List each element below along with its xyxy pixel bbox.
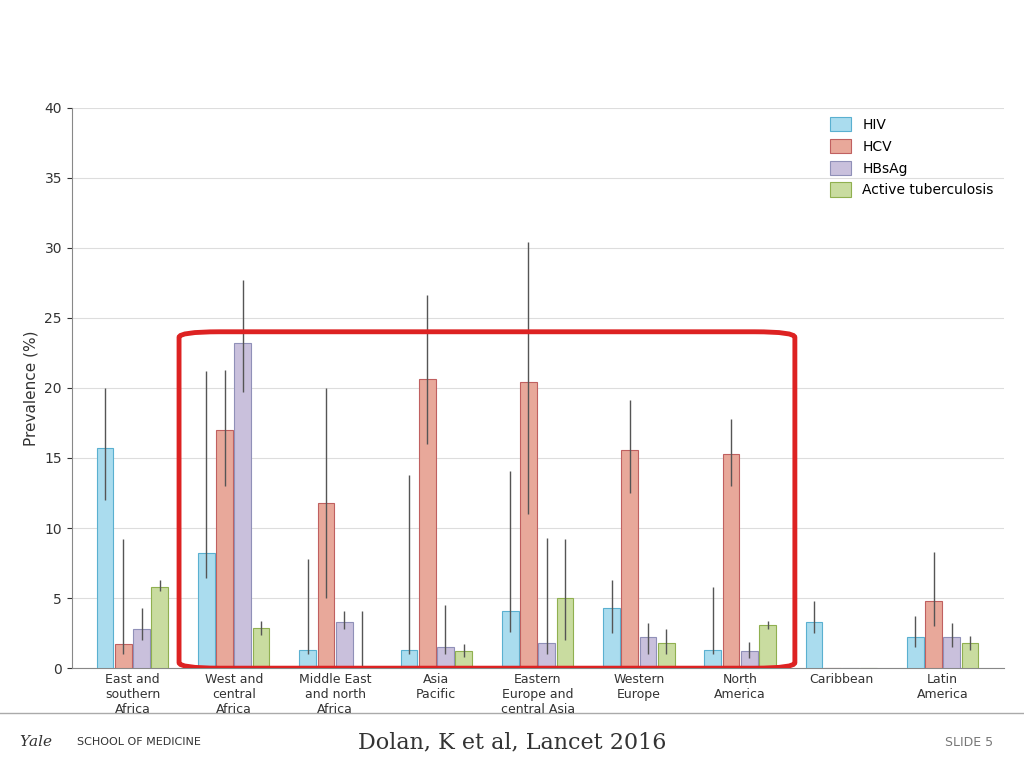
Bar <box>640 637 656 668</box>
Bar <box>622 449 638 668</box>
Bar <box>806 622 822 668</box>
Text: SLIDE 5: SLIDE 5 <box>945 736 993 749</box>
Y-axis label: Prevalence (%): Prevalence (%) <box>24 330 39 445</box>
Bar <box>962 643 979 668</box>
Bar <box>234 343 251 668</box>
Bar <box>557 598 573 668</box>
Bar <box>253 627 269 668</box>
Bar <box>456 651 472 668</box>
Text: SCHOOL OF MEDICINE: SCHOOL OF MEDICINE <box>77 737 201 747</box>
Bar <box>759 624 776 668</box>
Bar <box>152 587 168 668</box>
Bar <box>539 643 555 668</box>
Text: Dolan, K et al, Lancet 2016: Dolan, K et al, Lancet 2016 <box>357 731 667 753</box>
Bar <box>216 430 233 668</box>
Bar <box>336 622 352 668</box>
Bar <box>502 611 518 668</box>
Bar <box>907 637 924 668</box>
Text: Prevalence of Infectious Diseases in Prisons: Prevalence of Infectious Diseases in Pri… <box>14 26 1010 70</box>
Bar <box>520 382 537 668</box>
Bar <box>198 553 215 668</box>
Bar <box>317 503 334 668</box>
Bar <box>419 379 435 668</box>
Bar <box>705 650 721 668</box>
Bar <box>741 651 758 668</box>
Bar <box>299 650 316 668</box>
Bar <box>603 608 620 668</box>
Bar <box>400 650 418 668</box>
Bar <box>723 454 739 668</box>
Bar <box>657 643 675 668</box>
Bar <box>133 629 150 668</box>
Bar <box>943 637 961 668</box>
Bar <box>115 644 132 668</box>
Bar <box>926 601 942 668</box>
Bar <box>96 448 114 668</box>
Legend: HIV, HCV, HBsAg, Active tuberculosis: HIV, HCV, HBsAg, Active tuberculosis <box>825 111 999 203</box>
Bar <box>354 667 371 668</box>
Bar <box>437 647 454 668</box>
Text: Yale: Yale <box>20 735 57 749</box>
